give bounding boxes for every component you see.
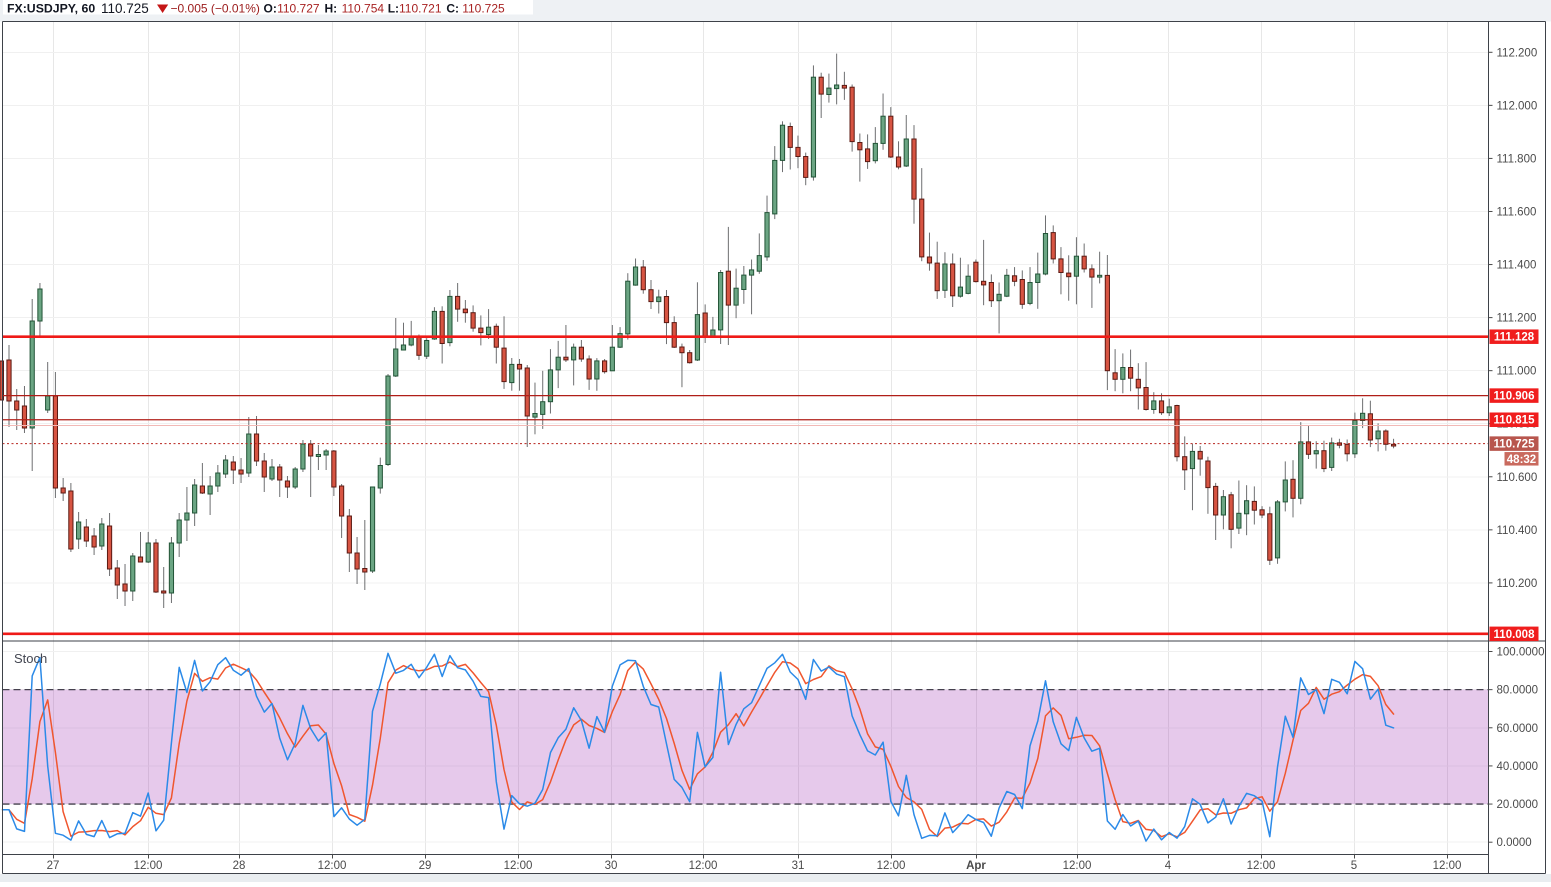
svg-text:80.0000: 80.0000 <box>1497 685 1539 697</box>
svg-text:12:00: 12:00 <box>689 860 718 872</box>
svg-text:12:00: 12:00 <box>1433 860 1462 872</box>
svg-text:110.400: 110.400 <box>1497 525 1538 537</box>
svg-text:110.754: 110.754 <box>342 2 385 16</box>
svg-text:L:: L: <box>388 2 399 16</box>
svg-text:110.008: 110.008 <box>1494 629 1536 641</box>
svg-text:110.200: 110.200 <box>1497 578 1538 590</box>
svg-text:111.800: 111.800 <box>1497 153 1537 165</box>
svg-text:0.0000: 0.0000 <box>1497 837 1532 849</box>
svg-text:29: 29 <box>419 860 432 872</box>
svg-text:FX:USDJPY, 60: FX:USDJPY, 60 <box>7 2 95 16</box>
svg-text:30: 30 <box>605 860 618 872</box>
svg-text:31: 31 <box>792 860 805 872</box>
svg-text:12:00: 12:00 <box>504 860 533 872</box>
svg-text:20.0000: 20.0000 <box>1497 799 1539 811</box>
svg-text:112.000: 112.000 <box>1497 100 1538 112</box>
svg-text:12:00: 12:00 <box>1247 860 1276 872</box>
svg-text:12:00: 12:00 <box>134 860 163 872</box>
svg-text:12:00: 12:00 <box>1063 860 1092 872</box>
svg-text:C:: C: <box>446 2 459 16</box>
svg-text:110.721: 110.721 <box>399 2 442 16</box>
svg-text:−0.005 (−0.01%): −0.005 (−0.01%) <box>171 2 260 16</box>
svg-text:100.0000: 100.0000 <box>1497 647 1545 659</box>
svg-text:60.0000: 60.0000 <box>1497 723 1539 735</box>
svg-text:Stoch: Stoch <box>14 651 47 666</box>
svg-text:28: 28 <box>233 860 246 872</box>
svg-text:48:32: 48:32 <box>1507 454 1536 466</box>
svg-text:Apr: Apr <box>966 860 986 872</box>
svg-text:110.725: 110.725 <box>101 1 149 16</box>
svg-text:27: 27 <box>47 860 60 872</box>
svg-text:110.906: 110.906 <box>1494 391 1535 403</box>
svg-text:111.200: 111.200 <box>1497 313 1537 325</box>
svg-text:112.200: 112.200 <box>1497 47 1538 59</box>
svg-text:110.600: 110.600 <box>1497 472 1538 484</box>
svg-text:110.815: 110.815 <box>1494 415 1536 427</box>
svg-text:111.600: 111.600 <box>1497 206 1537 218</box>
svg-text:111.400: 111.400 <box>1497 260 1537 272</box>
svg-text:111.128: 111.128 <box>1494 332 1535 344</box>
svg-text:110.725: 110.725 <box>1494 439 1536 451</box>
svg-text:4: 4 <box>1165 860 1172 872</box>
svg-text:40.0000: 40.0000 <box>1497 761 1539 773</box>
svg-text:H:: H: <box>325 2 338 16</box>
svg-text:5: 5 <box>1351 860 1357 872</box>
svg-text:12:00: 12:00 <box>877 860 906 872</box>
svg-text:110.725: 110.725 <box>462 2 505 16</box>
svg-text:O:: O: <box>264 2 277 16</box>
svg-text:111.000: 111.000 <box>1497 366 1537 378</box>
svg-text:110.727: 110.727 <box>277 2 320 16</box>
svg-text:12:00: 12:00 <box>318 860 347 872</box>
